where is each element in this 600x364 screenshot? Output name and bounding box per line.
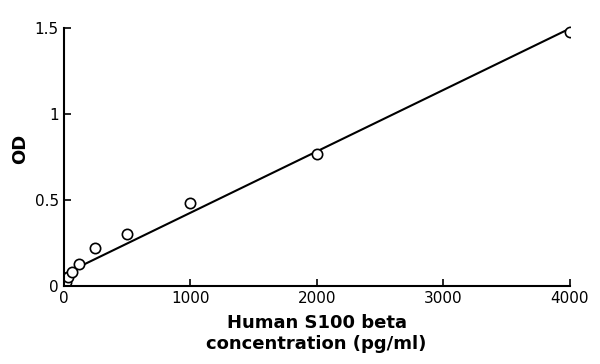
Point	[122, 232, 132, 237]
Point	[74, 261, 84, 266]
Point	[91, 245, 100, 251]
Point	[67, 269, 76, 275]
Point	[185, 201, 195, 206]
X-axis label: Human S100 beta
concentration (pg/ml): Human S100 beta concentration (pg/ml)	[206, 314, 427, 353]
Point	[61, 280, 70, 285]
Point	[312, 151, 322, 157]
Point	[63, 274, 73, 280]
Y-axis label: OD: OD	[11, 133, 29, 164]
Point	[59, 283, 68, 289]
Point	[565, 29, 574, 35]
